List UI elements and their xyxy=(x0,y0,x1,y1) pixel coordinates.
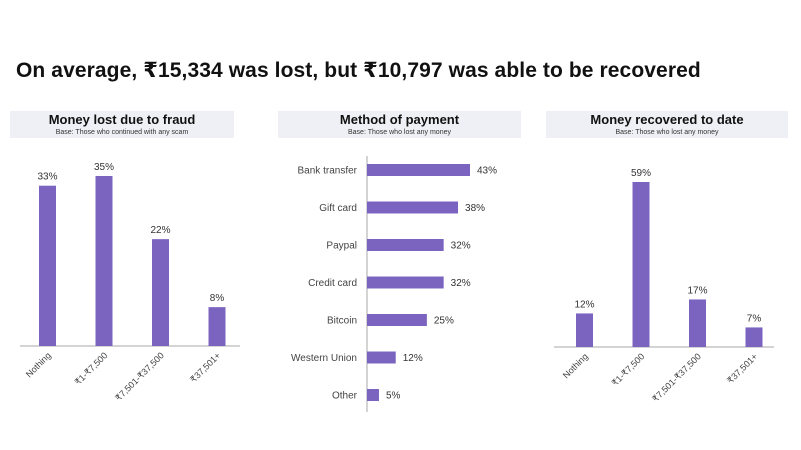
bar-3 xyxy=(745,327,763,347)
value-label-4: 25% xyxy=(434,316,454,327)
bar-0 xyxy=(367,164,470,176)
value-label-2: 32% xyxy=(451,241,471,252)
chart1-title: Money lost due to fraud xyxy=(48,112,196,127)
bar-1 xyxy=(367,201,459,214)
tick-label-2: ₹7,501-₹37,500 xyxy=(113,350,166,403)
tick-label-3: ₹37,501+ xyxy=(725,351,759,385)
bar-0 xyxy=(576,313,593,347)
tick-label-1: ₹1-₹7,500 xyxy=(73,350,110,387)
bar-1 xyxy=(95,176,113,346)
value-label-3: 8% xyxy=(210,293,225,304)
value-label-0: 43% xyxy=(477,166,497,177)
value-label-1: 59% xyxy=(631,168,651,179)
bar-4 xyxy=(367,314,427,326)
headline: On average, ₹15,334 was lost, but ₹10,79… xyxy=(16,59,701,82)
payment-method-chart: Bank transfer 43% Gift card 38% Paypal 32% Cre… xyxy=(291,156,497,412)
bar-2 xyxy=(367,239,444,251)
chart1-subtitle: Base: Those who continued with any scam xyxy=(55,129,189,136)
value-label-2: 22% xyxy=(150,225,170,236)
category-label-6: Other xyxy=(332,391,358,402)
chart3-title: Money recovered to date xyxy=(590,112,744,127)
tick-label-2: ₹7,501-₹37,500 xyxy=(650,351,703,404)
chart2-title: Method of payment xyxy=(339,112,460,127)
value-label-2: 17% xyxy=(687,285,707,296)
tick-label-1: ₹1-₹7,500 xyxy=(610,351,647,388)
bar-3 xyxy=(208,307,226,346)
value-label-1: 38% xyxy=(465,203,485,214)
value-label-0: 12% xyxy=(574,299,594,310)
money-lost-chart: 33% Nothing 35% ₹1-₹7,500 22% ₹7,501-₹37,500 8… xyxy=(20,162,240,403)
tick-label-3: ₹37,501+ xyxy=(188,350,222,384)
bar-1 xyxy=(632,182,650,347)
tick-label-0: Nothing xyxy=(24,350,53,379)
category-label-4: Bitcoin xyxy=(327,316,357,327)
bar-0 xyxy=(39,185,56,346)
value-label-1: 35% xyxy=(94,162,114,173)
category-label-3: Credit card xyxy=(308,278,357,289)
value-label-3: 7% xyxy=(747,313,762,324)
category-label-5: Western Union xyxy=(291,353,357,364)
bar-2 xyxy=(689,299,706,347)
value-label-5: 12% xyxy=(403,353,423,364)
value-label-3: 32% xyxy=(451,278,471,289)
chart2-header: Method of payment Base: Those who lost a… xyxy=(278,111,521,138)
value-label-6: 5% xyxy=(386,391,401,402)
chart3-header: Money recovered to date Base: Those who … xyxy=(546,111,788,138)
bar-5 xyxy=(367,351,396,364)
chart1-header: Money lost due to fraud Base: Those who … xyxy=(10,111,234,138)
chart2-subtitle: Base: Those who lost any money xyxy=(348,129,451,136)
bar-6 xyxy=(367,389,379,401)
bar-2 xyxy=(152,239,169,346)
category-label-1: Gift card xyxy=(319,203,357,214)
category-label-2: Paypal xyxy=(326,241,357,252)
category-label-0: Bank transfer xyxy=(298,166,358,177)
value-label-0: 33% xyxy=(37,172,57,183)
bar-3 xyxy=(367,276,444,289)
money-recovered-chart: 12% Nothing 59% ₹1-₹7,500 17% ₹7,501-₹37,500 7… xyxy=(554,168,774,404)
chart3-subtitle: Base: Those who lost any money xyxy=(615,129,719,136)
tick-label-0: Nothing xyxy=(561,351,590,380)
